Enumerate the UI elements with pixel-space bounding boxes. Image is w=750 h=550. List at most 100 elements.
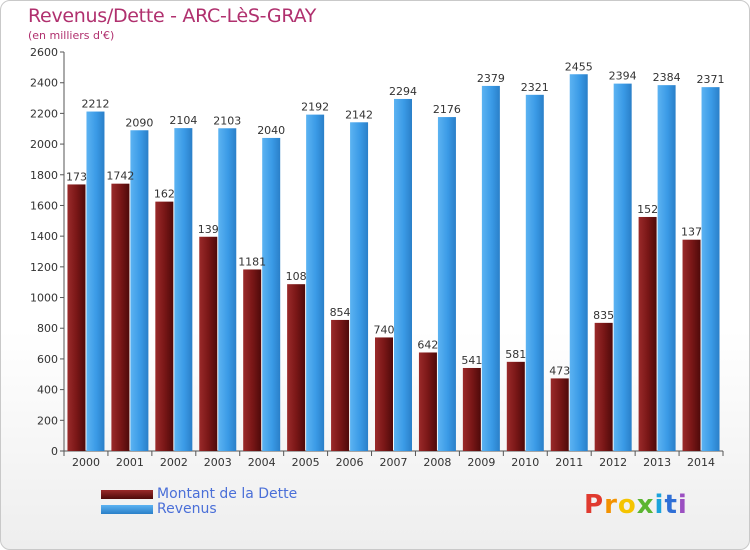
bar-revenue bbox=[262, 137, 281, 451]
data-label-revenue: 2192 bbox=[301, 101, 329, 114]
y-tick-label: 1200 bbox=[30, 261, 58, 274]
data-label-debt: 137 bbox=[681, 226, 702, 239]
data-label-revenue: 2321 bbox=[521, 81, 549, 94]
bar-debt bbox=[287, 284, 306, 451]
data-label-revenue: 2294 bbox=[389, 85, 417, 98]
y-tick-label: 0 bbox=[51, 445, 58, 458]
bar-debt bbox=[638, 216, 657, 451]
bar-revenue bbox=[525, 94, 544, 452]
bar-debt bbox=[682, 239, 701, 451]
data-label-debt: 835 bbox=[593, 309, 614, 322]
y-axis: 0 200 400 600 800 1000 1200 1400 1600 1800 2000 220… bbox=[30, 46, 65, 458]
x-tick-label: 2012 bbox=[599, 456, 627, 469]
bar-debt bbox=[111, 183, 130, 452]
data-label-revenue: 2379 bbox=[477, 72, 505, 85]
logo-letter: x bbox=[636, 490, 655, 520]
y-tick-label: 2600 bbox=[30, 46, 58, 59]
bar-debt bbox=[418, 352, 437, 451]
bar-revenue bbox=[130, 130, 149, 451]
data-label-debt: 108 bbox=[286, 270, 307, 283]
data-label-revenue: 2455 bbox=[565, 60, 593, 73]
y-tick-label: 1600 bbox=[30, 199, 58, 212]
data-label-revenue: 2394 bbox=[609, 70, 637, 83]
x-tick-label: 2004 bbox=[248, 456, 276, 469]
bar-revenue bbox=[350, 122, 369, 451]
x-tick-label: 2009 bbox=[467, 456, 495, 469]
bar-revenue bbox=[481, 85, 500, 451]
bar-debt bbox=[594, 322, 613, 451]
bar-debt bbox=[462, 367, 481, 451]
y-tick-label: 2400 bbox=[30, 77, 58, 90]
data-label-debt: 473 bbox=[549, 364, 570, 377]
data-label-debt: 581 bbox=[505, 348, 526, 361]
y-tick-label: 600 bbox=[37, 353, 58, 366]
bar-debt bbox=[155, 201, 174, 451]
data-label-revenue: 2176 bbox=[433, 103, 461, 116]
data-label-revenue: 2104 bbox=[169, 114, 197, 127]
data-label-debt: 1742 bbox=[106, 170, 134, 183]
bar-debt bbox=[331, 319, 350, 451]
bar-debt bbox=[375, 337, 393, 451]
bar-revenue bbox=[86, 111, 105, 451]
y-tick-label: 1800 bbox=[30, 169, 58, 182]
bar-revenue bbox=[613, 83, 632, 452]
data-label-debt: 854 bbox=[330, 306, 351, 319]
x-tick-label: 2000 bbox=[72, 456, 100, 469]
y-tick-label: 400 bbox=[37, 384, 58, 397]
bar-debt bbox=[506, 361, 525, 451]
bar-revenue bbox=[657, 85, 676, 451]
data-label-revenue: 2384 bbox=[653, 71, 681, 84]
bar-debt bbox=[199, 236, 218, 451]
x-tick-label: 2001 bbox=[116, 456, 144, 469]
bar-revenue bbox=[394, 98, 412, 451]
proxiti-logo: Proxiti bbox=[584, 490, 688, 520]
logo-letter: r bbox=[604, 490, 618, 520]
logo-letter: t bbox=[664, 490, 678, 520]
x-tick-label: 2010 bbox=[511, 456, 539, 469]
data-label-revenue: 2142 bbox=[345, 108, 373, 121]
data-label-debt: 152 bbox=[637, 203, 658, 216]
data-label-revenue: 2212 bbox=[81, 98, 109, 111]
data-label-debt: 173 bbox=[66, 170, 87, 183]
legend-swatch-debt bbox=[101, 490, 153, 499]
data-label-debt: 1181 bbox=[238, 255, 266, 268]
data-labels: 173 2212 1742 2090 162 2104 139 2103 1181 2040 108… bbox=[66, 60, 725, 377]
bar-revenue bbox=[569, 74, 588, 451]
x-tick-label: 2007 bbox=[380, 456, 408, 469]
x-tick-label: 2008 bbox=[423, 456, 451, 469]
x-tick-label: 2013 bbox=[643, 456, 671, 469]
chart-subtitle: (en milliers d'€) bbox=[28, 29, 115, 42]
x-axis: 2000 2001 2002 2003 2004 2005 2006 2007 2008 2009… bbox=[63, 450, 724, 469]
y-tick-label: 800 bbox=[37, 322, 58, 335]
y-tick-label: 2200 bbox=[30, 107, 58, 120]
legend-label-debt: Montant de la Dette bbox=[157, 486, 298, 502]
logo-letter: i bbox=[677, 490, 688, 520]
logo-letter: i bbox=[654, 490, 665, 520]
data-label-revenue: 2040 bbox=[257, 124, 285, 137]
bar-debt bbox=[550, 378, 569, 451]
data-label-revenue: 2371 bbox=[697, 73, 725, 86]
bar-revenue bbox=[701, 87, 720, 451]
data-label-revenue: 2090 bbox=[125, 116, 153, 129]
data-label-debt: 162 bbox=[154, 188, 175, 201]
x-tick-label: 2002 bbox=[160, 456, 188, 469]
bar-debt bbox=[67, 184, 86, 451]
x-tick-label: 2005 bbox=[292, 456, 320, 469]
bar-revenue bbox=[437, 117, 456, 452]
x-tick-label: 2003 bbox=[204, 456, 232, 469]
data-label-debt: 642 bbox=[417, 338, 438, 351]
bar-revenue bbox=[174, 128, 193, 451]
x-tick-label: 2011 bbox=[555, 456, 583, 469]
x-tick-label: 2006 bbox=[336, 456, 364, 469]
logo-letter: o bbox=[617, 490, 637, 520]
y-tick-label: 1000 bbox=[30, 292, 58, 305]
x-tick-label: 2014 bbox=[687, 456, 715, 469]
y-tick-label: 1400 bbox=[30, 230, 58, 243]
legend-swatch-revenue bbox=[101, 505, 153, 514]
y-tick-label: 2000 bbox=[30, 138, 58, 151]
legend-label-revenue: Revenus bbox=[157, 501, 217, 517]
logo-letter: P bbox=[584, 490, 605, 520]
data-label-debt: 541 bbox=[461, 354, 482, 367]
bar-revenue bbox=[306, 114, 325, 451]
data-label-revenue: 2103 bbox=[213, 114, 241, 127]
